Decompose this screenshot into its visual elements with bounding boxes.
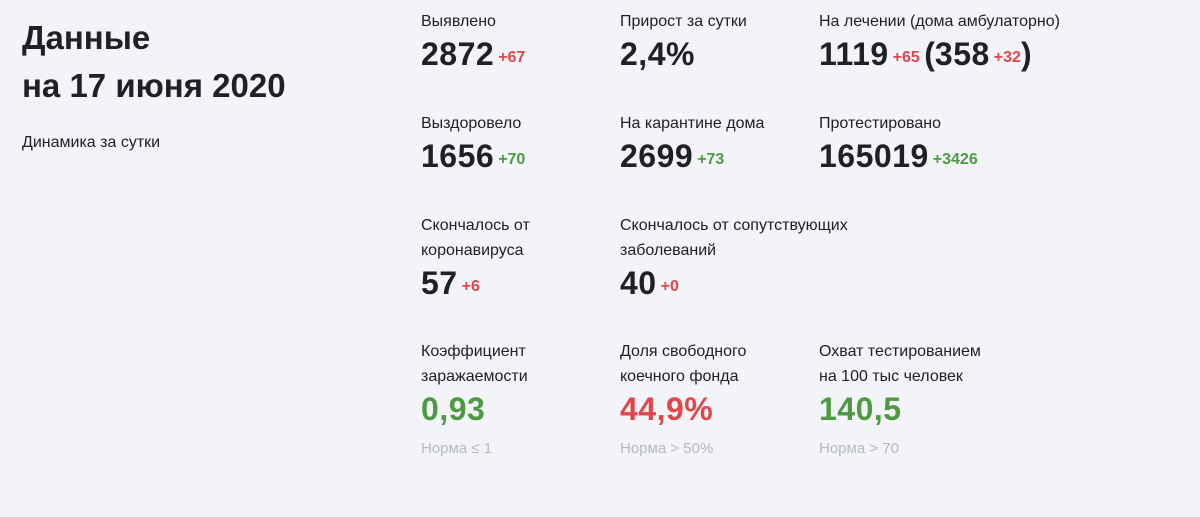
stat-free-beds: Доля свободного коечного фонда 44,9% Нор… [620,339,850,457]
stat-label-line1: Скончалось от [421,217,530,234]
stat-delta: +67 [498,49,526,66]
stat-value: 2699 [620,138,694,174]
stat-label: На карантине дома [620,115,765,132]
stat-label: На лечении (дома амбулаторно) [819,13,1060,30]
stat-value: 44,9% [620,391,714,427]
stat-tested: Протестировано 165019 +3426 [819,111,1119,175]
stat-test-coverage: Охват тестированием на 100 тыс человек 1… [819,339,1119,457]
stat-delta: +0 [660,278,679,295]
stat-value: 2,4% [620,36,695,72]
stat-quarantine: На карантине дома 2699 +73 [620,111,850,175]
stat-label-line2: заражаемости [421,368,528,385]
stat-treatment: На лечении (дома амбулаторно) 1119 +65 (3… [819,9,1119,73]
stat-label-line2: заболеваний [620,242,717,259]
page-title-date: на 17 июня 2020 [22,67,286,104]
stat-label-line1: Скончалось от сопутствующих [620,217,848,234]
stat-value: 2872 [421,36,495,72]
stat-norm: Норма > 70 [819,440,899,457]
stat-died-covid: Скончалось от коронавируса 57 +6 [421,213,651,302]
stat-label-line2: коечного фонда [620,368,739,385]
stat-label: Выявлено [421,13,496,30]
stat-value: 165019 [819,138,929,174]
stat-value: 40 [620,265,657,301]
stat-value: 0,93 [421,391,486,427]
stat-died-other: Скончалось от сопутствующих заболеваний … [620,213,900,302]
stat-label-line2: на 100 тыс человек [819,368,963,385]
stat-home-value: 358 [934,36,990,72]
stat-recovered: Выздоровело 1656 +70 [421,111,651,175]
close-paren: ) [1020,36,1032,72]
stat-norm: Норма > 50% [620,440,714,457]
stat-label: Протестировано [819,115,942,132]
stat-value: 57 [421,265,458,301]
stat-label-line1: Коэффициент [421,343,526,360]
stat-delta: +70 [498,151,526,168]
stat-label: Выздоровело [421,115,522,132]
stat-detected: Выявлено 2872 +67 [421,9,651,73]
stat-delta: +3426 [932,151,978,168]
stat-value: 1656 [421,138,495,174]
stat-delta: +73 [697,151,725,168]
stat-delta: +65 [892,49,920,66]
stat-label-line1: Охват тестированием [819,343,981,360]
page-header: Данные на 17 июня 2020 Динамика за сутки [22,14,286,152]
stat-label: Прирост за сутки [620,13,747,30]
stat-label-line2: коронавируса [421,242,524,259]
stat-growth: Прирост за сутки 2,4% [620,9,850,73]
open-paren: ( [924,36,935,72]
page-title: Данные на 17 июня 2020 [22,14,286,110]
stat-value: 140,5 [819,391,902,427]
stat-norm: Норма ≤ 1 [421,440,493,457]
stat-label-line1: Доля свободного [620,343,747,360]
page-subtitle: Динамика за сутки [22,134,161,151]
stat-value: 1119 [819,36,889,72]
stat-delta: +6 [461,278,480,295]
stat-home-delta: +32 [993,49,1021,66]
page-title-line1: Данные [22,19,151,56]
stat-infection-rate: Коэффициент заражаемости 0,93 Норма ≤ 1 [421,339,651,457]
